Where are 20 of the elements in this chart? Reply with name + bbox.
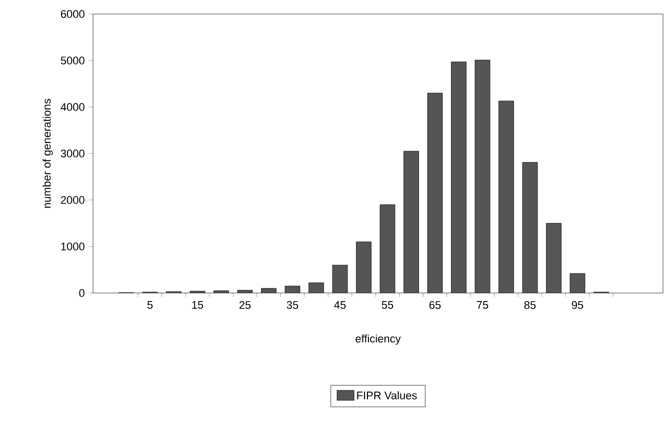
y-tick-label: 3000	[60, 150, 84, 158]
y-tick-label: 4000	[60, 103, 84, 111]
x-tick-label: 5	[147, 301, 153, 309]
y-tick-label: 0	[79, 289, 84, 297]
legend-label: FIPR Values	[357, 391, 417, 400]
x-tick-label: 25	[239, 301, 251, 309]
x-tick-label: 65	[429, 301, 441, 309]
y-tick-label: 6000	[60, 10, 84, 18]
x-tick-label: 85	[524, 301, 536, 309]
x-tick-label: 55	[382, 301, 394, 309]
y-axis-title: number of generations	[42, 98, 53, 208]
y-tick-label: 5000	[60, 56, 84, 64]
y-tick-label: 2000	[60, 196, 84, 204]
x-tick-label: 95	[572, 301, 584, 309]
x-tick-label: 35	[286, 301, 298, 309]
x-tick-label: 45	[334, 301, 346, 309]
x-tick-label: 15	[192, 301, 204, 309]
y-tick-label: 1000	[61, 242, 84, 250]
x-axis-title: efficiency	[356, 334, 401, 345]
x-tick-label: 75	[476, 301, 488, 309]
